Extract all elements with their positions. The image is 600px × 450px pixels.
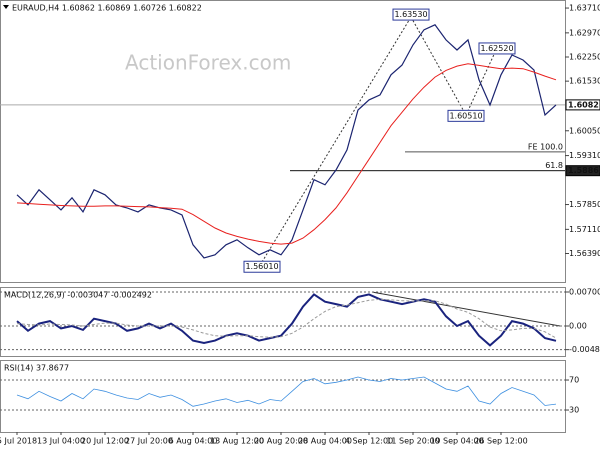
series-line [16,293,557,347]
y-tick-label: 30 [569,406,579,415]
annotation-label: 1.63530 [394,10,427,19]
panel-frame [0,360,566,433]
x-tick-label: 13 Jul 04:00 [37,437,85,446]
fib-label: FE 100.0 [528,142,563,151]
x-tick-label: 27 Jul 20:00 [125,437,173,446]
y-tick-label: 1.56390 [569,249,600,258]
y-tick-label: 1.62250 [569,53,600,62]
annotation-box [447,109,485,122]
y-tick-label: 0.007003 [569,287,600,296]
annotation-box [243,260,281,273]
x-tick-label: 11 Sep 20:00 [386,437,439,446]
price-level-label: 1.58860 [568,166,600,175]
price-level-box [565,165,600,177]
menu-arrow [3,5,9,9]
y-tick-label: 70 [569,376,579,385]
series-line [16,298,557,339]
y-tick-label: 1.57110 [569,225,600,234]
y-tick-label: 1.63710 [569,4,600,13]
y-tick-label: 0.00 [569,321,587,330]
y-tick-label: 1.61530 [569,77,600,86]
trend-line [410,16,467,116]
x-tick-label: 20 Jul 12:00 [81,437,129,446]
series-line [16,376,557,407]
x-tick-label: 26 Sep 12:00 [474,437,527,446]
x-tick-label: 13 Aug 12:00 [210,437,264,446]
x-tick-label: 28 Aug 04:00 [298,437,352,446]
trend-line [465,47,498,116]
watermark: ActionForex.com [125,51,291,75]
annotation-label: 1.56010 [245,262,278,271]
macd-trend-line [371,291,561,327]
panel-frame [0,287,566,357]
panel-title: EURAUD,H4 1.60862 1.60869 1.60726 1.6082… [12,4,202,13]
annotation-label: 1.62520 [480,44,513,53]
panel-title: RSI(14) 37.8677 [4,364,69,373]
x-tick-label: 6 Aug 04:00 [169,437,218,446]
y-tick-label: 1.60050 [569,126,600,135]
annotation-box [478,42,516,55]
y-tick-label: 1.57850 [569,200,600,209]
annotation-label: 1.60510 [449,111,482,120]
price-level-label: 1.60822 [568,100,600,109]
y-tick-label: 1.59310 [569,151,600,160]
series-line [16,63,557,245]
annotation-box [392,8,430,21]
x-tick-label: 19 Sep 04:00 [430,437,483,446]
y-tick-label: 1.62970 [569,28,600,37]
panel-title: MACD(12,26,9) -0.003047 -0.002492 [4,291,152,300]
x-tick-label: 20 Aug 20:00 [254,437,308,446]
x-tick-label: 5 Jul 2018 [0,437,37,446]
series-line [16,24,557,259]
fib-label: 61.8 [545,161,563,170]
price-level-box [565,99,600,111]
panel-frame [0,0,566,283]
x-tick-label: 4 Sep 12:00 [345,437,393,446]
y-tick-label: -0.004873 [569,345,600,354]
